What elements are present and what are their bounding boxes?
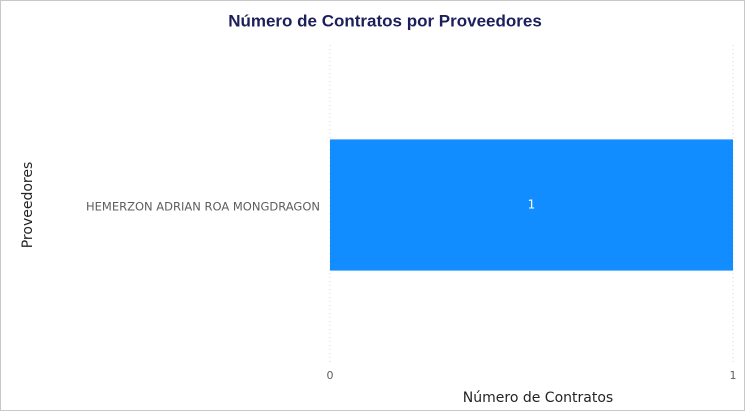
bar (330, 139, 733, 271)
chart-title: Número de Contratos por Proveedores (228, 11, 542, 30)
y-axis-label: Proveedores (20, 162, 36, 249)
x-tick-label: 1 (730, 369, 737, 382)
data-label: 1 (528, 198, 536, 212)
x-axis-label: Número de Contratos (463, 390, 613, 406)
y-tick-label: HEMERZON ADRIAN ROA MONGDRAGON (86, 200, 320, 214)
x-tick-label: 0 (327, 369, 334, 382)
